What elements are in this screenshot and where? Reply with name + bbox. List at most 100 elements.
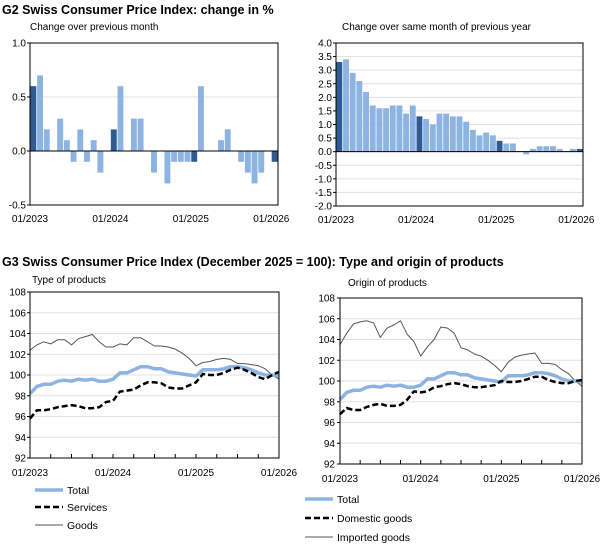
y-tick-label: 3.0 <box>318 66 332 77</box>
bar <box>536 146 543 152</box>
bar <box>383 108 390 152</box>
bar <box>503 143 510 152</box>
g3-title: G3 Swiss Consumer Price Index (December … <box>2 255 504 269</box>
bar <box>456 116 463 152</box>
legend-label: Total <box>67 485 89 497</box>
bar <box>416 116 423 152</box>
legend-label: Services <box>67 502 107 514</box>
y-tick-label: 2.5 <box>318 79 332 90</box>
bar <box>177 151 184 162</box>
bar <box>43 129 50 151</box>
x-tick-label: 01/2025 <box>478 215 515 226</box>
bar <box>97 151 104 173</box>
y-tick-label: -0.5 <box>9 201 27 212</box>
bar <box>84 151 90 162</box>
y-tick-label: 100 <box>318 377 335 388</box>
bar <box>576 148 583 152</box>
chart-subtitle: Change over same month of previous year <box>342 22 532 33</box>
bar <box>389 105 396 152</box>
plot-frame <box>29 42 279 206</box>
bar <box>496 140 503 152</box>
g2-title: G2 Swiss Consumer Price Index: change in… <box>2 3 274 17</box>
y-tick-label: 102 <box>318 356 335 367</box>
y-tick-label: 94 <box>15 433 27 444</box>
series-line-services <box>29 366 280 420</box>
x-tick-label: 01/2025 <box>173 214 210 225</box>
x-tick-label: 01/2026 <box>253 214 290 225</box>
series-line-total <box>338 370 583 401</box>
bar <box>570 148 576 152</box>
x-tick-label: 01/2023 <box>322 474 359 485</box>
bar <box>191 151 198 162</box>
bar <box>151 151 157 173</box>
bar <box>556 148 563 152</box>
series-line-domestic-goods <box>339 375 583 416</box>
bar <box>77 129 84 151</box>
bar <box>117 86 124 151</box>
bar <box>443 113 450 152</box>
y-tick-label: 108 <box>9 288 26 299</box>
series-line-imported-goods <box>339 320 583 387</box>
bar <box>543 146 550 152</box>
bar <box>63 140 70 151</box>
bar <box>449 116 456 152</box>
bar <box>137 118 144 151</box>
bar <box>90 140 97 151</box>
x-tick-label: 01/2025 <box>178 468 215 479</box>
bar <box>130 118 137 151</box>
bar <box>57 118 64 151</box>
bar <box>529 148 536 152</box>
bar <box>423 119 430 152</box>
bar <box>463 121 470 152</box>
bar <box>184 151 191 162</box>
bar <box>336 62 343 152</box>
x-tick-label: 01/2024 <box>398 215 435 226</box>
x-tick-label: 01/2025 <box>483 474 520 485</box>
x-tick-label: 01/2023 <box>12 468 49 479</box>
legend-label: Domestic goods <box>337 513 412 525</box>
bar <box>349 72 356 152</box>
y-tick-label: 0.5 <box>318 134 332 145</box>
bar <box>469 129 476 152</box>
y-tick-label: 4.0 <box>318 39 332 50</box>
bar <box>343 59 349 152</box>
bar <box>476 135 483 152</box>
bar <box>436 113 443 152</box>
bar <box>244 151 251 173</box>
y-tick-label: 96 <box>324 418 336 429</box>
y-tick-label: -0.5 <box>315 161 333 172</box>
y-tick-label: 100 <box>9 371 26 382</box>
y-tick-label: 106 <box>9 308 26 319</box>
y-tick-label: 92 <box>15 454 27 465</box>
series-line-total <box>28 364 280 395</box>
bar <box>224 129 231 151</box>
y-tick-label: 0.0 <box>318 147 332 158</box>
plot-frame <box>335 42 584 207</box>
bar <box>523 151 530 155</box>
y-tick-label: 2.0 <box>318 93 332 104</box>
y-tick-label: 108 <box>318 294 335 305</box>
bar <box>271 151 278 162</box>
x-tick-label: 01/2023 <box>318 215 355 226</box>
y-tick-label: 3.5 <box>318 52 332 63</box>
y-tick-label: 98 <box>324 397 336 408</box>
y-tick-label: 96 <box>15 412 27 423</box>
y-tick-label: 94 <box>324 439 336 450</box>
y-tick-label: 1.0 <box>12 39 26 50</box>
x-tick-label: 01/2026 <box>558 215 595 226</box>
y-tick-label: 1.5 <box>318 106 332 117</box>
bar <box>110 129 117 151</box>
y-tick-label: 102 <box>9 350 26 361</box>
bar <box>409 105 416 152</box>
x-tick-label: 01/2024 <box>95 468 132 479</box>
y-tick-label: 92 <box>324 460 336 471</box>
bar <box>238 151 245 162</box>
chart-subtitle: Change over previous month <box>30 22 158 33</box>
bar <box>363 91 369 152</box>
x-tick-label: 01/2023 <box>12 214 49 225</box>
y-tick-label: -1.0 <box>315 174 333 185</box>
bar <box>489 135 496 152</box>
chart-subtitle: Type of products <box>32 275 106 286</box>
bar <box>509 143 516 152</box>
